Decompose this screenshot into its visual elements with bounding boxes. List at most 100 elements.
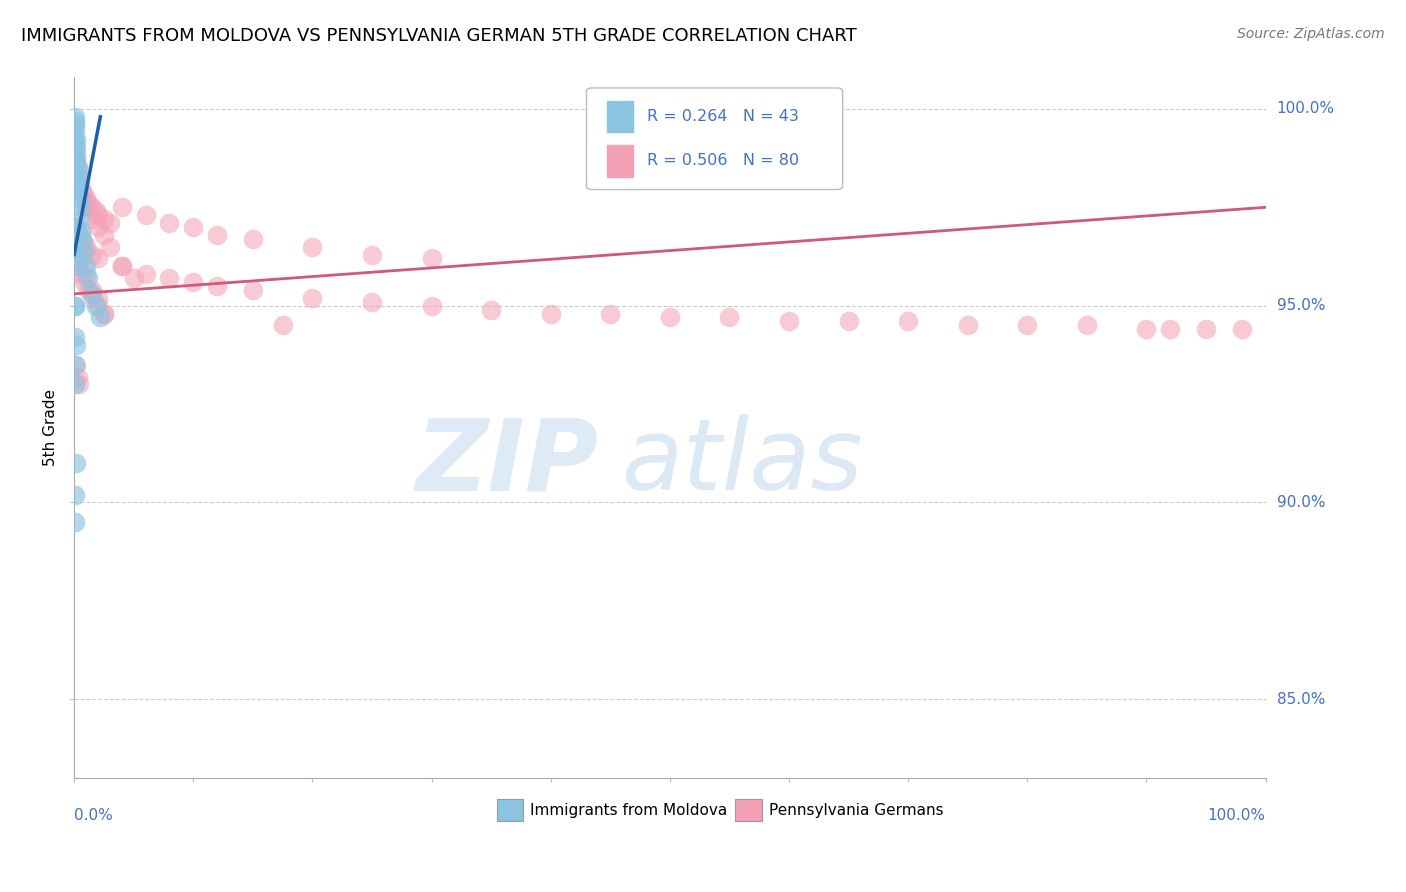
- Point: [75, 260, 97, 274]
- Point: [420, 252, 443, 266]
- Point: [361, 247, 384, 261]
- Point: [718, 310, 741, 325]
- Point: [778, 314, 800, 328]
- Point: [87, 291, 110, 305]
- FancyBboxPatch shape: [498, 799, 523, 822]
- Point: [63, 113, 86, 128]
- Point: [65, 219, 87, 234]
- Point: [65, 358, 87, 372]
- Point: [135, 267, 157, 281]
- FancyBboxPatch shape: [586, 88, 842, 189]
- Point: [65, 219, 87, 234]
- Point: [69, 212, 91, 227]
- Point: [67, 377, 90, 392]
- Point: [111, 260, 134, 274]
- Point: [66, 161, 89, 175]
- Point: [181, 275, 204, 289]
- Text: 100.0%: 100.0%: [1208, 808, 1265, 823]
- Point: [1017, 318, 1039, 333]
- Point: [77, 196, 100, 211]
- Point: [65, 157, 87, 171]
- Point: [65, 487, 87, 501]
- Point: [65, 240, 87, 254]
- Point: [65, 110, 87, 124]
- Point: [70, 252, 93, 266]
- Point: [66, 169, 89, 183]
- Point: [1135, 322, 1157, 336]
- Point: [69, 200, 91, 214]
- Point: [72, 275, 94, 289]
- Point: [658, 310, 681, 325]
- Y-axis label: 5th Grade: 5th Grade: [44, 389, 58, 467]
- Point: [69, 173, 91, 187]
- Point: [63, 299, 86, 313]
- Point: [111, 260, 134, 274]
- Point: [67, 193, 90, 207]
- Point: [87, 219, 110, 234]
- Point: [479, 302, 502, 317]
- Point: [65, 137, 87, 152]
- Point: [66, 369, 89, 384]
- Point: [157, 216, 180, 230]
- Text: 90.0%: 90.0%: [1277, 495, 1326, 510]
- Text: Immigrants from Moldova: Immigrants from Moldova: [530, 803, 728, 818]
- Point: [65, 165, 87, 179]
- Point: [93, 227, 115, 242]
- Point: [271, 318, 294, 333]
- Point: [87, 299, 110, 313]
- Point: [65, 141, 87, 155]
- Point: [65, 141, 87, 155]
- Text: ZIP: ZIP: [415, 414, 599, 511]
- Point: [72, 232, 94, 246]
- FancyBboxPatch shape: [607, 101, 633, 132]
- Point: [75, 240, 97, 254]
- Point: [65, 358, 87, 372]
- Point: [93, 307, 115, 321]
- Text: IMMIGRANTS FROM MOLDOVA VS PENNSYLVANIA GERMAN 5TH GRADE CORRELATION CHART: IMMIGRANTS FROM MOLDOVA VS PENNSYLVANIA …: [21, 27, 856, 45]
- Point: [65, 173, 87, 187]
- Point: [897, 314, 920, 328]
- Point: [66, 185, 89, 199]
- Point: [82, 291, 104, 305]
- Point: [242, 283, 264, 297]
- Point: [65, 377, 87, 392]
- Point: [65, 330, 87, 344]
- Text: atlas: atlas: [623, 414, 863, 511]
- Point: [67, 227, 90, 242]
- Point: [87, 208, 110, 222]
- Text: R = 0.264   N = 43: R = 0.264 N = 43: [647, 109, 799, 124]
- Point: [75, 200, 97, 214]
- Point: [1159, 322, 1181, 336]
- Point: [72, 235, 94, 250]
- Point: [89, 310, 111, 325]
- Point: [956, 318, 979, 333]
- Point: [420, 299, 443, 313]
- Text: 95.0%: 95.0%: [1277, 298, 1326, 313]
- Text: Source: ZipAtlas.com: Source: ZipAtlas.com: [1237, 27, 1385, 41]
- Text: 85.0%: 85.0%: [1277, 691, 1324, 706]
- Point: [70, 224, 93, 238]
- Point: [72, 185, 94, 199]
- Point: [66, 161, 89, 175]
- Point: [65, 515, 87, 529]
- Point: [69, 267, 91, 281]
- Text: R = 0.506   N = 80: R = 0.506 N = 80: [647, 153, 800, 169]
- Point: [65, 247, 87, 261]
- Point: [111, 200, 134, 214]
- Point: [361, 294, 384, 309]
- Text: 0.0%: 0.0%: [75, 808, 112, 823]
- Point: [65, 149, 87, 163]
- Point: [93, 212, 115, 227]
- Text: 100.0%: 100.0%: [1277, 102, 1334, 117]
- Point: [1230, 322, 1253, 336]
- Point: [301, 240, 323, 254]
- Point: [98, 216, 121, 230]
- FancyBboxPatch shape: [735, 799, 762, 822]
- Point: [80, 247, 103, 261]
- Point: [135, 208, 157, 222]
- Point: [72, 244, 94, 258]
- Point: [77, 271, 100, 285]
- Point: [66, 260, 89, 274]
- Point: [70, 232, 93, 246]
- Point: [599, 307, 621, 321]
